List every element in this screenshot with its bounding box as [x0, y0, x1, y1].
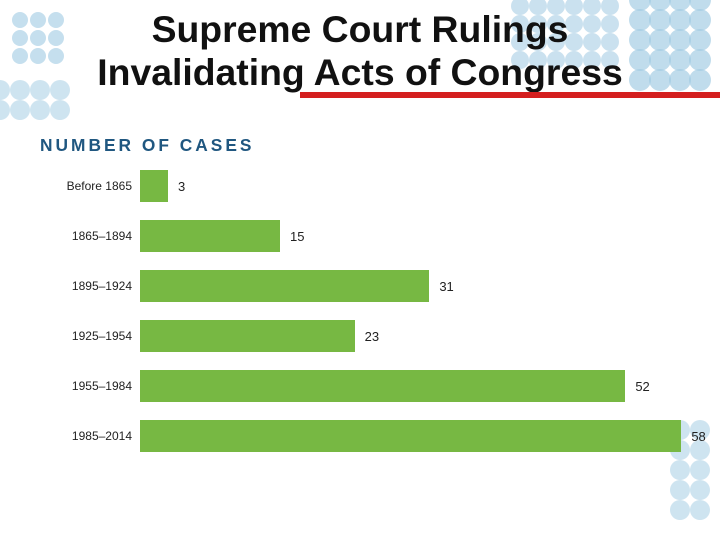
row-label: Before 1865 — [40, 179, 140, 193]
row-bar — [140, 420, 681, 452]
title-line-1: Supreme Court Rulings — [0, 8, 720, 51]
row-value: 23 — [355, 329, 379, 344]
row-value: 15 — [280, 229, 304, 244]
row-label: 1865–1894 — [40, 229, 140, 243]
chart-row: 1955–1984 52 — [40, 370, 706, 402]
row-bar — [140, 320, 355, 352]
row-bar — [140, 220, 280, 252]
axis-title: NUMBER OF CASES — [40, 135, 706, 156]
row-bar — [140, 170, 168, 202]
row-bar — [140, 370, 625, 402]
row-value: 52 — [625, 379, 649, 394]
row-label: 1955–1984 — [40, 379, 140, 393]
row-label: 1925–1954 — [40, 329, 140, 343]
page-title: Supreme Court Rulings Invalidating Acts … — [0, 8, 720, 94]
row-value: 58 — [681, 429, 705, 444]
chart-row: 1895–1924 31 — [40, 270, 706, 302]
row-bar — [140, 270, 429, 302]
chart-row: 1985–2014 58 — [40, 420, 706, 452]
chart-rows: Before 1865 3 1865–1894 15 1895–1924 31 1925–1… — [40, 170, 706, 452]
row-value: 3 — [168, 179, 185, 194]
title-underline — [300, 92, 720, 98]
row-label: 1985–2014 — [40, 429, 140, 443]
row-value: 31 — [429, 279, 453, 294]
chart-row: Before 1865 3 — [40, 170, 706, 202]
cases-chart: NUMBER OF CASES Before 186531865–1894151… — [40, 135, 706, 470]
chart-row: 1925–1954 23 — [40, 320, 706, 352]
title-line-2: Invalidating Acts of Congress — [0, 51, 720, 94]
row-label: 1895–1924 — [40, 279, 140, 293]
chart-row: 1865–1894 15 — [40, 220, 706, 252]
